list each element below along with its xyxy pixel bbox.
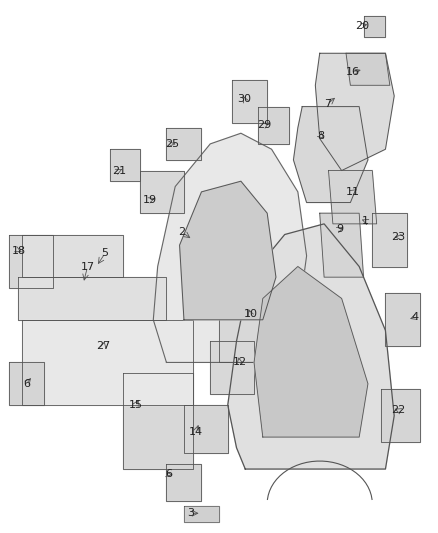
Polygon shape	[228, 224, 394, 469]
Polygon shape	[315, 53, 394, 171]
Polygon shape	[258, 107, 289, 144]
Polygon shape	[166, 128, 201, 160]
Polygon shape	[372, 213, 407, 266]
Polygon shape	[254, 266, 368, 437]
Text: 9: 9	[336, 224, 343, 234]
Polygon shape	[22, 320, 193, 405]
Polygon shape	[140, 171, 184, 213]
Polygon shape	[320, 213, 364, 277]
Polygon shape	[166, 464, 201, 501]
Polygon shape	[18, 277, 166, 320]
Text: 4: 4	[412, 312, 419, 322]
Text: 11: 11	[346, 187, 360, 197]
Text: 15: 15	[129, 400, 143, 410]
Text: 23: 23	[392, 232, 406, 242]
Text: 6: 6	[23, 379, 30, 389]
Polygon shape	[219, 298, 272, 362]
Polygon shape	[232, 80, 267, 123]
Polygon shape	[364, 16, 385, 37]
Text: 1: 1	[362, 216, 369, 226]
Text: 17: 17	[81, 262, 95, 271]
Polygon shape	[153, 133, 307, 362]
Text: 5: 5	[102, 248, 109, 258]
Text: 6: 6	[165, 470, 172, 479]
Polygon shape	[9, 362, 44, 405]
Polygon shape	[381, 389, 420, 442]
Text: 3: 3	[187, 508, 194, 518]
Polygon shape	[22, 235, 123, 277]
Polygon shape	[293, 107, 368, 203]
Polygon shape	[346, 53, 390, 85]
Text: 10: 10	[244, 310, 258, 319]
Polygon shape	[385, 293, 420, 346]
Text: 27: 27	[96, 342, 110, 351]
Text: 20: 20	[355, 21, 369, 30]
Polygon shape	[184, 506, 219, 522]
Text: 22: 22	[392, 406, 406, 415]
Polygon shape	[180, 181, 276, 320]
Polygon shape	[9, 235, 53, 288]
Text: 25: 25	[165, 139, 179, 149]
Text: 2: 2	[178, 227, 185, 237]
Text: 14: 14	[189, 427, 203, 437]
Text: 18: 18	[11, 246, 25, 255]
Text: 12: 12	[233, 358, 247, 367]
Text: 8: 8	[318, 131, 325, 141]
Polygon shape	[328, 171, 377, 224]
Polygon shape	[110, 149, 140, 181]
Text: 21: 21	[112, 166, 126, 175]
Text: 16: 16	[346, 67, 360, 77]
Text: 29: 29	[258, 120, 272, 130]
Text: 7: 7	[324, 99, 331, 109]
Text: 30: 30	[237, 94, 251, 103]
Text: 19: 19	[143, 195, 157, 205]
Polygon shape	[123, 373, 193, 469]
Polygon shape	[184, 405, 228, 453]
Polygon shape	[210, 341, 254, 394]
